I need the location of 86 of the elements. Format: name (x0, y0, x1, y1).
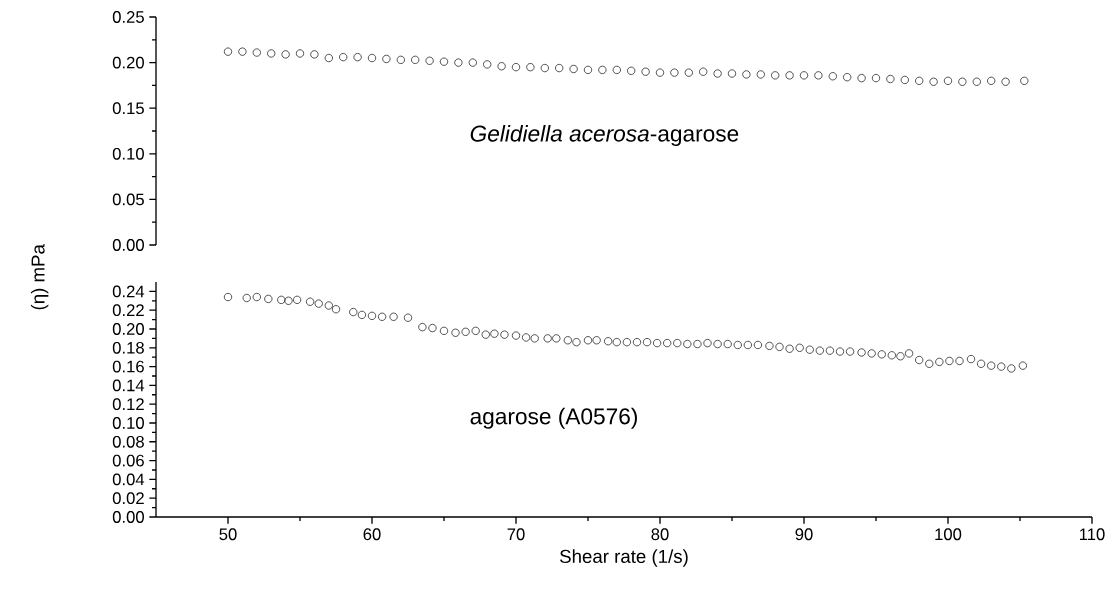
point (727, 69, 737, 78)
y-tick-label: 0.25 (112, 11, 144, 23)
point (785, 71, 794, 80)
point (684, 68, 693, 77)
point (396, 55, 405, 64)
point (655, 68, 665, 77)
y-tick-label: 0.24 (112, 285, 145, 298)
point (972, 77, 981, 86)
x-tick-label: 80 (651, 528, 669, 541)
point (483, 60, 492, 69)
point (828, 72, 837, 81)
point (641, 67, 650, 76)
point (339, 53, 348, 62)
point (281, 50, 290, 59)
point (915, 76, 924, 85)
x-tick-label: 100 (935, 528, 962, 541)
point (756, 70, 765, 79)
y-tick-label: 0.02 (112, 492, 144, 505)
point (742, 70, 751, 79)
point (1020, 76, 1029, 85)
point (555, 64, 564, 73)
text: agarose (A0576) (470, 407, 637, 429)
point (583, 65, 593, 74)
point (886, 74, 895, 84)
point (799, 71, 809, 80)
point (468, 58, 477, 67)
point (857, 74, 866, 83)
point (267, 49, 276, 58)
point (353, 53, 362, 62)
y-tick-label: 0.00 (112, 511, 144, 523)
point (310, 50, 319, 59)
point (540, 64, 549, 73)
point (324, 53, 333, 63)
y-tick-label: 0.05 (112, 193, 144, 206)
y-tick-label: 0.00 (112, 239, 144, 251)
y-tick-label: 0.10 (112, 417, 144, 429)
x-tick-label: 60 (363, 528, 381, 541)
point (1001, 77, 1010, 86)
y-tick-label: 0.04 (112, 473, 145, 486)
point (987, 76, 996, 85)
point (871, 74, 881, 83)
y-tick-label: 0.20 (112, 323, 144, 335)
y-tick-label: 0.18 (112, 341, 144, 354)
point (814, 71, 823, 80)
point (569, 64, 578, 74)
point (598, 65, 607, 74)
point (929, 77, 938, 86)
point (425, 56, 434, 65)
point (670, 68, 679, 77)
point (958, 77, 967, 86)
point (439, 57, 449, 66)
y-tick-label: 0.12 (112, 398, 144, 411)
x-tick-label: 50 (219, 528, 237, 541)
point (627, 66, 636, 75)
point (223, 47, 233, 56)
point (238, 47, 247, 56)
point (295, 49, 305, 58)
x-tick-label: 90 (795, 528, 813, 541)
x-tick-label: 70 (507, 528, 525, 541)
x-tick-label: 110 (1079, 528, 1105, 541)
point (699, 67, 708, 76)
y-tick-label: 0.15 (112, 102, 144, 115)
point (771, 71, 780, 80)
point (382, 54, 391, 64)
y-tick-label: 0.10 (112, 147, 144, 160)
point (943, 76, 953, 85)
point (367, 53, 377, 63)
y-tick-label: 0.16 (112, 360, 144, 373)
y-tick-label: 0.08 (112, 435, 144, 448)
point (511, 63, 521, 72)
point (526, 63, 535, 72)
y-axis-title: (η) mPa (30, 244, 49, 310)
y-tick-label: 0.14 (112, 379, 145, 392)
point (843, 73, 852, 82)
point (900, 75, 909, 84)
point (497, 62, 506, 71)
y-tick-label: 0.22 (112, 304, 144, 317)
x-axis-title: Shear rate (1/s) (560, 549, 688, 567)
point (454, 58, 463, 67)
point (612, 65, 621, 74)
text: Gelidiella acerosa-agarose (470, 125, 739, 147)
point (411, 55, 420, 64)
point (713, 69, 722, 78)
y-tick-label: 0.20 (112, 56, 144, 69)
point (252, 48, 261, 57)
y-tick-label: 0.06 (112, 454, 144, 467)
